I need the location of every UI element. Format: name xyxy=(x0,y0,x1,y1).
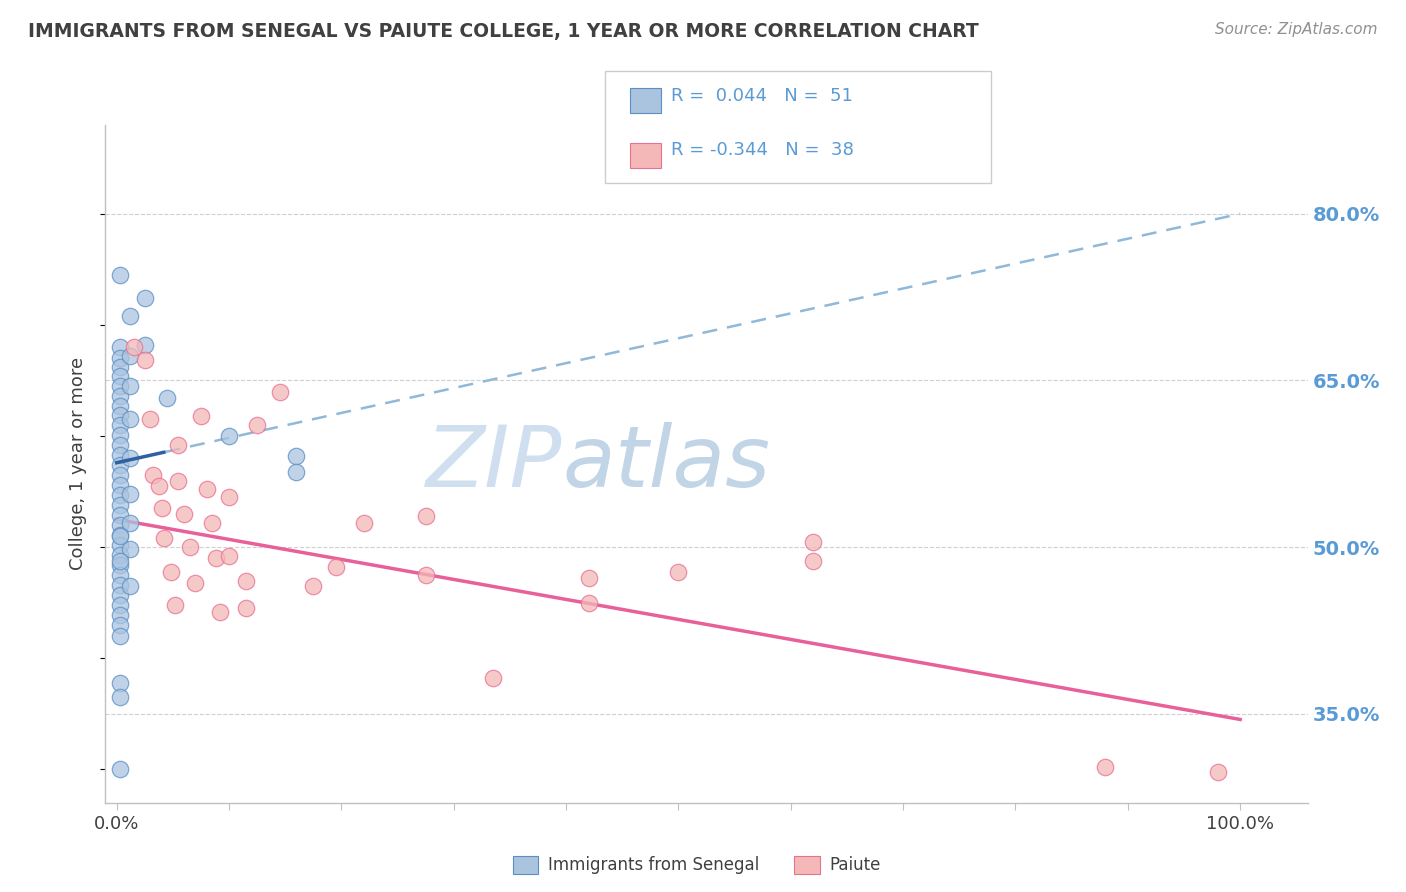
Point xyxy=(148,479,170,493)
Point xyxy=(120,542,142,557)
Point xyxy=(167,438,190,452)
Point xyxy=(195,483,218,497)
Point xyxy=(108,528,131,542)
Point xyxy=(120,579,142,593)
Point xyxy=(167,474,190,488)
Point xyxy=(235,574,257,588)
Point xyxy=(108,763,131,777)
Point xyxy=(108,360,131,375)
Point xyxy=(108,478,131,492)
Point xyxy=(108,467,131,482)
Y-axis label: College, 1 year or more: College, 1 year or more xyxy=(69,358,87,570)
Point xyxy=(108,498,131,512)
Point xyxy=(108,438,131,452)
Point xyxy=(108,568,131,582)
Point xyxy=(159,565,181,579)
Point xyxy=(801,534,824,549)
Point xyxy=(246,417,269,432)
Point xyxy=(108,508,131,522)
Text: R = -0.344   N =  38: R = -0.344 N = 38 xyxy=(671,141,853,159)
Point xyxy=(108,538,131,552)
Point xyxy=(108,588,131,602)
Point xyxy=(108,618,131,632)
Point xyxy=(134,338,156,352)
Point xyxy=(108,529,131,543)
Point xyxy=(108,369,131,384)
Point xyxy=(184,575,207,590)
Point xyxy=(120,349,142,363)
Point xyxy=(285,465,308,479)
Point xyxy=(120,487,142,501)
Point xyxy=(1094,760,1116,774)
Point xyxy=(179,540,201,554)
Point xyxy=(578,571,600,585)
Text: atlas: atlas xyxy=(562,422,770,506)
Point xyxy=(108,690,131,705)
Point xyxy=(153,531,176,545)
Point xyxy=(209,605,232,619)
Point xyxy=(415,509,437,524)
Point xyxy=(173,507,195,521)
Point xyxy=(353,516,375,530)
Point xyxy=(165,598,187,612)
Point xyxy=(120,379,142,393)
Point xyxy=(108,428,131,442)
Point xyxy=(120,516,142,530)
Point xyxy=(108,389,131,403)
Point xyxy=(120,451,142,466)
Point xyxy=(190,409,212,423)
Point xyxy=(120,412,142,426)
Point xyxy=(325,560,347,574)
Point xyxy=(108,553,131,567)
Point xyxy=(108,675,131,690)
Point xyxy=(108,351,131,366)
Point xyxy=(120,309,142,323)
Point xyxy=(108,598,131,612)
Point xyxy=(801,553,824,567)
Point xyxy=(482,671,505,685)
Point xyxy=(108,607,131,622)
Point xyxy=(108,488,131,502)
Point xyxy=(415,568,437,582)
Point xyxy=(201,516,224,530)
Point xyxy=(108,558,131,572)
Text: ZIP: ZIP xyxy=(426,422,562,506)
Point xyxy=(122,340,145,354)
Text: R =  0.044   N =  51: R = 0.044 N = 51 xyxy=(671,87,852,104)
Point xyxy=(108,448,131,462)
Point xyxy=(302,579,325,593)
Point xyxy=(235,601,257,615)
Point xyxy=(108,379,131,393)
Point xyxy=(108,578,131,592)
Text: IMMIGRANTS FROM SENEGAL VS PAIUTE COLLEGE, 1 YEAR OR MORE CORRELATION CHART: IMMIGRANTS FROM SENEGAL VS PAIUTE COLLEG… xyxy=(28,22,979,41)
Point xyxy=(108,408,131,422)
Point xyxy=(108,629,131,643)
Point xyxy=(108,268,131,282)
Point xyxy=(108,340,131,354)
Point xyxy=(108,518,131,533)
Point xyxy=(218,429,240,443)
Point xyxy=(578,596,600,610)
Text: Source: ZipAtlas.com: Source: ZipAtlas.com xyxy=(1215,22,1378,37)
Point xyxy=(156,391,179,405)
Point xyxy=(218,490,240,504)
Point xyxy=(134,353,156,368)
Text: Immigrants from Senegal: Immigrants from Senegal xyxy=(548,856,759,874)
Point xyxy=(204,551,226,566)
Point xyxy=(668,565,690,579)
Point xyxy=(1206,764,1229,779)
Point xyxy=(134,291,156,305)
Point xyxy=(108,458,131,472)
Point xyxy=(285,449,308,463)
Point xyxy=(108,417,131,432)
Point xyxy=(139,412,162,426)
Point xyxy=(142,467,165,482)
Point xyxy=(108,548,131,562)
Point xyxy=(150,501,173,516)
Point xyxy=(218,549,240,563)
Point xyxy=(108,399,131,413)
Point xyxy=(269,384,291,399)
Text: Paiute: Paiute xyxy=(830,856,882,874)
